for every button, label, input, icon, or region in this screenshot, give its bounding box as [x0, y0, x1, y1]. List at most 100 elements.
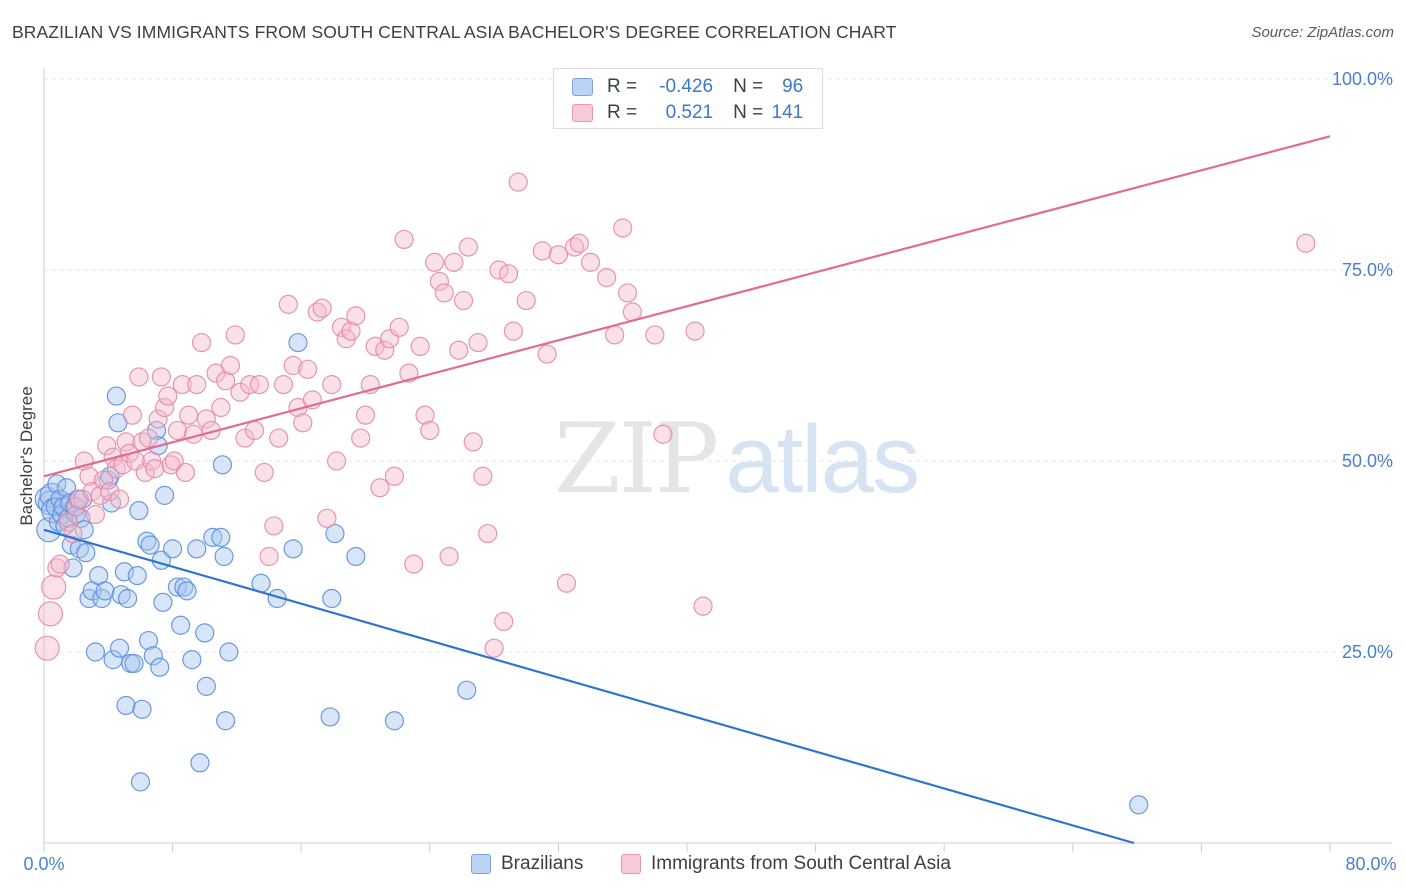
brazilians-point: [154, 485, 175, 505]
legend-n-label: N =: [733, 76, 764, 97]
y-tick-label: 25.0%: [1342, 642, 1393, 662]
brazilians-point: [283, 539, 303, 559]
immigrants-point: [317, 508, 337, 528]
legend-item-immigrants[interactable]: Immigrants from South Central Asia: [621, 853, 951, 875]
immigrants-point: [508, 172, 528, 192]
brazilians-point: [214, 546, 234, 567]
y-axis-label: Bachelor's Degree: [17, 386, 36, 526]
brazilians-point: [177, 581, 197, 601]
brazilians-point: [138, 630, 159, 651]
immigrants-point: [537, 344, 557, 364]
brazilians-point: [124, 653, 144, 674]
legend-r-value: -0.426: [659, 76, 714, 97]
immigrants-point: [463, 432, 483, 452]
brazilians-point: [216, 711, 236, 731]
immigrants-point: [254, 462, 274, 483]
immigrants-point: [151, 367, 171, 387]
immigrants-point: [516, 290, 536, 311]
immigrants-point: [384, 466, 405, 486]
immigrants-point: [230, 382, 250, 402]
immigrants-point: [498, 264, 519, 284]
immigrants-point: [503, 321, 523, 341]
immigrants-point: [196, 409, 216, 429]
immigrants-point: [355, 405, 376, 425]
immigrants-point: [179, 405, 199, 425]
brazilians-point: [47, 474, 67, 494]
brazilians-point: [187, 539, 207, 559]
legend-n-value: 141: [771, 102, 804, 123]
immigrants-point: [693, 596, 713, 616]
y-tick-label: 100.0%: [1332, 69, 1393, 89]
brazilians-point: [63, 558, 83, 578]
legend-r-label: R =: [607, 76, 638, 97]
brazilians-point: [117, 588, 138, 609]
brazilians-point: [320, 707, 340, 727]
immigrants-point: [425, 252, 445, 272]
immigrants-point: [548, 245, 569, 265]
brazilians-point: [150, 657, 170, 677]
immigrants-point: [370, 478, 390, 498]
immigrants-point: [240, 375, 260, 395]
legend-row-immigrants: R = 0.521 N = 141: [572, 101, 803, 125]
immigrants-point: [225, 325, 245, 345]
immigrants-point: [220, 355, 241, 376]
legend-item-brazilians[interactable]: Brazilians: [471, 853, 583, 875]
immigrants-point: [473, 466, 493, 486]
immigrants-point: [79, 466, 99, 486]
immigrants-point: [429, 271, 450, 292]
immigrants-point: [93, 470, 114, 490]
immigrants-point: [298, 359, 318, 379]
immigrants-point: [478, 523, 498, 544]
immigrants-point: [34, 635, 60, 661]
brazilians-point: [74, 520, 94, 540]
immigrants-point: [484, 638, 504, 658]
immigrants-point: [85, 504, 106, 525]
grid-lines: [44, 78, 1392, 653]
brazilians-point: [56, 478, 77, 498]
immigrants-point: [269, 428, 289, 448]
brazilians-point: [212, 455, 233, 475]
immigrants-point: [341, 321, 361, 341]
immigrants-point: [532, 241, 552, 261]
immigrants-point: [129, 367, 149, 387]
immigrants-point: [617, 283, 638, 303]
brazilians-point: [182, 650, 202, 670]
immigrants-point: [331, 317, 351, 337]
legend-n-label: N =: [733, 102, 764, 123]
brazilians-point: [325, 523, 345, 544]
immigrants-point: [172, 375, 192, 395]
immigrants-point: [109, 489, 130, 509]
brazilians-point: [196, 676, 216, 696]
brazilians-point: [71, 508, 91, 528]
axes: [43, 68, 1392, 852]
immigrants-point: [116, 432, 136, 452]
immigrants-point: [97, 436, 117, 456]
watermark: ZIPatlas: [554, 403, 920, 515]
watermark-zip: ZIP: [554, 403, 719, 515]
immigrants-point: [122, 405, 143, 425]
immigrants-point: [211, 397, 231, 418]
brazilians-point: [1129, 795, 1149, 815]
brazilians-point: [76, 543, 96, 563]
series-brazilians-points: [34, 332, 1149, 815]
brazilians-point: [140, 535, 160, 555]
immigrants-point: [283, 355, 303, 376]
immigrants-point: [653, 424, 673, 444]
brazilians-point: [132, 699, 152, 719]
brazilians-point: [130, 772, 151, 792]
legend-n-value: 96: [782, 76, 804, 97]
immigrants-point: [351, 428, 371, 448]
immigrants-point: [394, 229, 414, 250]
brazilians-point: [36, 517, 62, 543]
brazilians-point: [190, 753, 210, 773]
immigrants-point: [264, 516, 284, 536]
immigrants-point: [410, 336, 430, 356]
tick-labels: 25.0% 50.0% 75.0% 100.0% 0.0% 80.0%: [23, 69, 1396, 874]
x-tick-label: 80.0%: [1345, 854, 1396, 874]
brazilians-point: [95, 581, 115, 601]
immigrants-point: [187, 375, 207, 395]
immigrants-point: [145, 459, 165, 479]
brazilians-point: [195, 623, 215, 643]
immigrants-point: [1296, 233, 1316, 253]
